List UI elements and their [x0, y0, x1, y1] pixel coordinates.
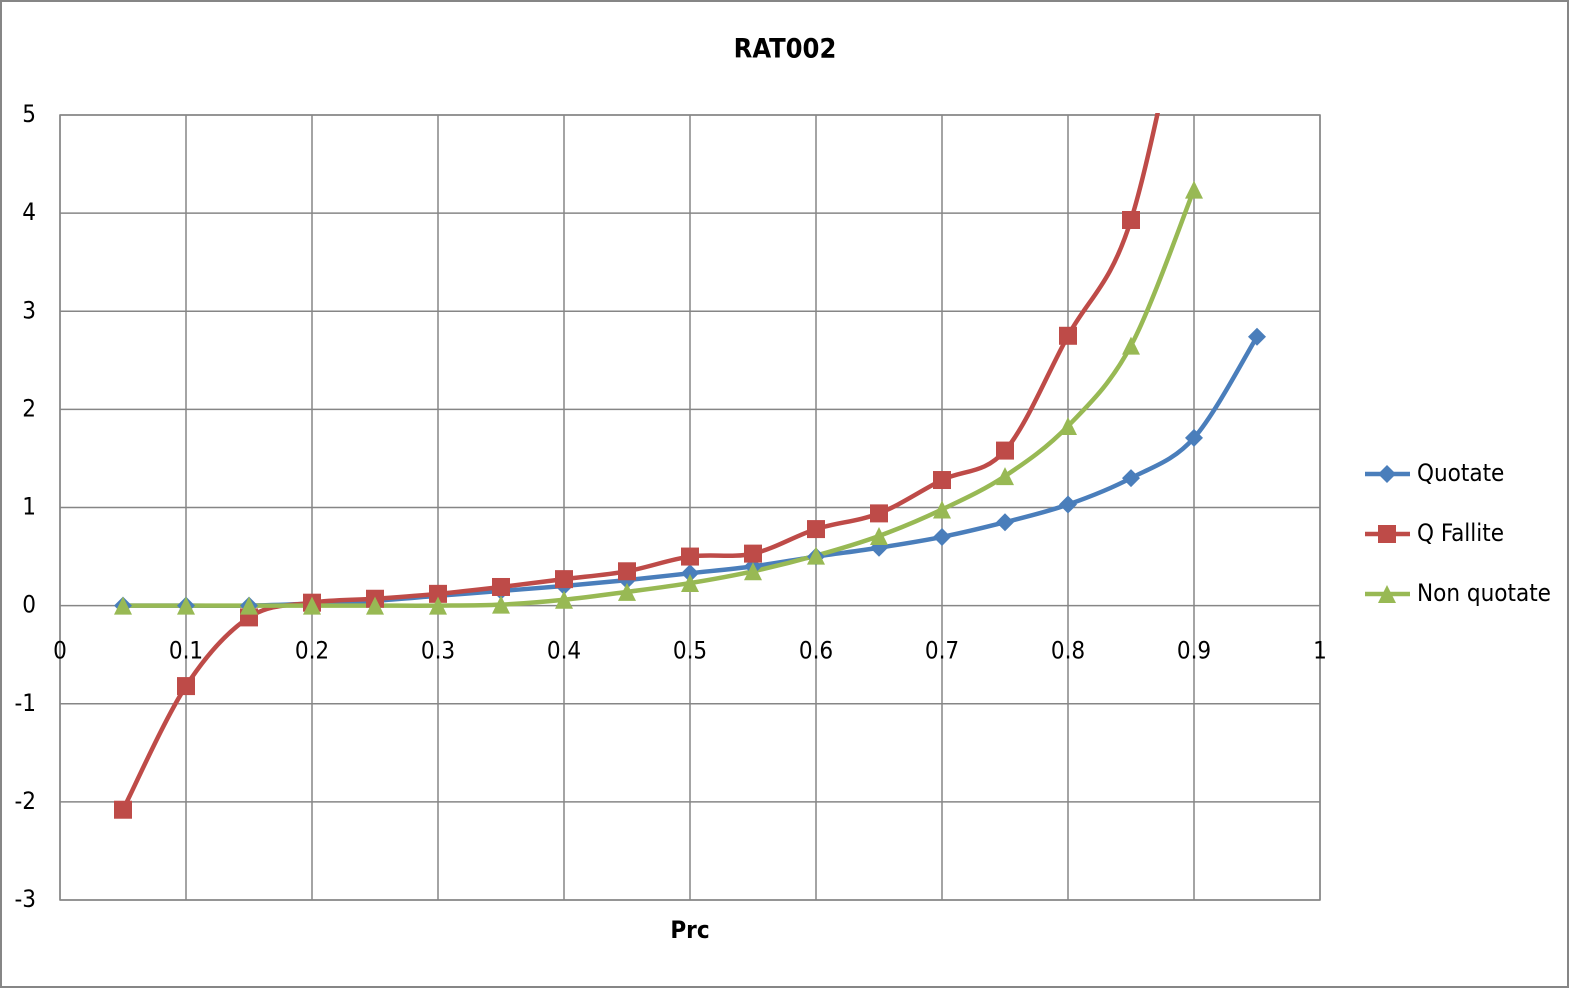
- marker: [807, 520, 825, 539]
- marker: [870, 504, 888, 523]
- marker: [870, 526, 888, 545]
- marker: [933, 527, 951, 546]
- marker: [681, 547, 699, 566]
- x-tick-label: 0: [53, 637, 67, 665]
- y-tick-label: -3: [14, 885, 36, 913]
- marker: [1378, 465, 1396, 483]
- marker: [177, 596, 195, 615]
- marker: [177, 677, 195, 696]
- y-tick-label: 0: [22, 591, 36, 619]
- legend-label: Quotate: [1417, 459, 1504, 487]
- x-tick-label: 0.6: [799, 637, 833, 665]
- marker: [429, 584, 447, 603]
- labels: -3 -2 -1 0 1 2 3 4 5 0 0.1 0.2 0.3 0.4 0.5 0.6 0.7 0.8 0.9…: [14, 100, 1326, 913]
- marker: [933, 471, 951, 490]
- marker: [1059, 417, 1077, 436]
- marker: [555, 590, 573, 609]
- marker: [744, 562, 762, 581]
- chart-title: RAT002: [734, 34, 837, 65]
- marker: [240, 596, 258, 615]
- marker: [1185, 428, 1203, 447]
- y-tick-label: 1: [22, 493, 36, 521]
- marker: [1248, 327, 1266, 346]
- y-tick-label: 5: [22, 100, 36, 128]
- x-tick-label: 0.4: [547, 637, 581, 665]
- marker: [744, 544, 762, 563]
- y-tick-label: -2: [14, 787, 36, 815]
- marker: [1122, 210, 1140, 229]
- marker: [492, 577, 510, 596]
- legend-label: Q Fallite: [1417, 519, 1504, 547]
- marker: [492, 595, 510, 614]
- marker: [933, 500, 951, 519]
- marker: [429, 596, 447, 615]
- x-tick-label: 0.3: [421, 637, 455, 665]
- marker: [555, 570, 573, 589]
- marker: [114, 800, 132, 819]
- y-tick-label: 3: [22, 296, 36, 324]
- marker: [996, 441, 1014, 460]
- y-tick-label: -1: [14, 689, 36, 717]
- y-tick-label: 4: [22, 198, 36, 226]
- marker: [618, 582, 636, 601]
- x-tick-label: 0.7: [925, 637, 959, 665]
- marker: [996, 467, 1014, 486]
- x-tick-label: 1: [1313, 637, 1327, 665]
- legend-label: Non quotate: [1417, 579, 1551, 607]
- x-tick-label: 0.1: [169, 637, 203, 665]
- marker: [1122, 469, 1140, 488]
- legend: Quotate Q Fallite Non quotate: [1365, 459, 1551, 607]
- marker: [1059, 495, 1077, 514]
- x-tick-label: 0.8: [1051, 637, 1085, 665]
- marker: [1378, 585, 1396, 603]
- marker: [681, 564, 699, 583]
- series-area: [114, 113, 1266, 819]
- marker: [996, 513, 1014, 532]
- x-axis-label: Prc: [670, 916, 709, 944]
- marker: [807, 546, 825, 565]
- y-tick-label: 2: [22, 394, 36, 422]
- marker: [1185, 180, 1203, 199]
- x-tick-label: 0.5: [673, 637, 707, 665]
- marker: [366, 596, 384, 615]
- x-tick-label: 0.9: [1177, 637, 1211, 665]
- marker: [114, 596, 132, 615]
- plot-border: [59, 114, 1321, 901]
- marker: [1059, 326, 1077, 345]
- marker: [1378, 525, 1396, 543]
- marker: [303, 596, 321, 615]
- marker: [681, 574, 699, 593]
- marker: [618, 562, 636, 581]
- marker: [1122, 336, 1140, 355]
- x-tick-label: 0.2: [295, 637, 329, 665]
